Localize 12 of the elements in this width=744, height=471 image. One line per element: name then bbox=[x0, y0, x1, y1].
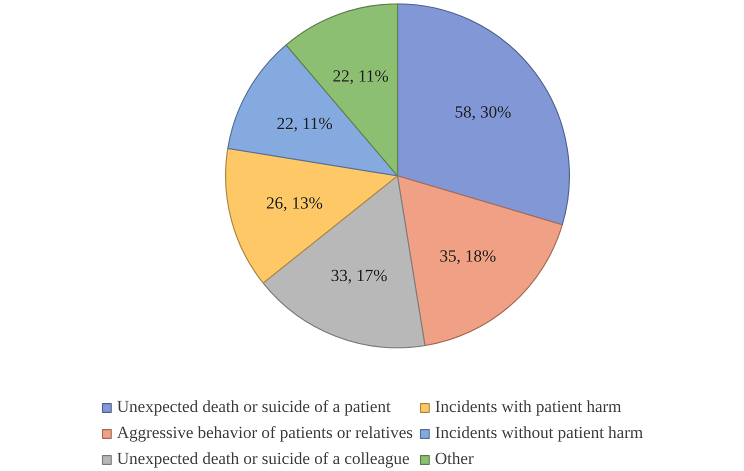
legend-label: Incidents without patient harm bbox=[434, 423, 644, 443]
legend-label: Unexpected death or suicide of a patient bbox=[116, 397, 391, 417]
data-label: 22, 11% bbox=[332, 66, 389, 86]
legend-label: Aggressive behavior of patients or relatives bbox=[116, 423, 413, 443]
data-label: 26, 13% bbox=[266, 193, 323, 212]
data-label: 35, 18% bbox=[440, 246, 496, 266]
legend-label: Unexpected death or suicide of a colleague bbox=[116, 449, 410, 469]
data-label: 33, 17% bbox=[330, 266, 388, 285]
data-label: 58, 30% bbox=[454, 102, 512, 122]
data-label: 22, 11% bbox=[276, 114, 333, 134]
legend-label: Incidents with patient harm bbox=[434, 397, 622, 417]
legend-label: Other bbox=[434, 449, 474, 469]
